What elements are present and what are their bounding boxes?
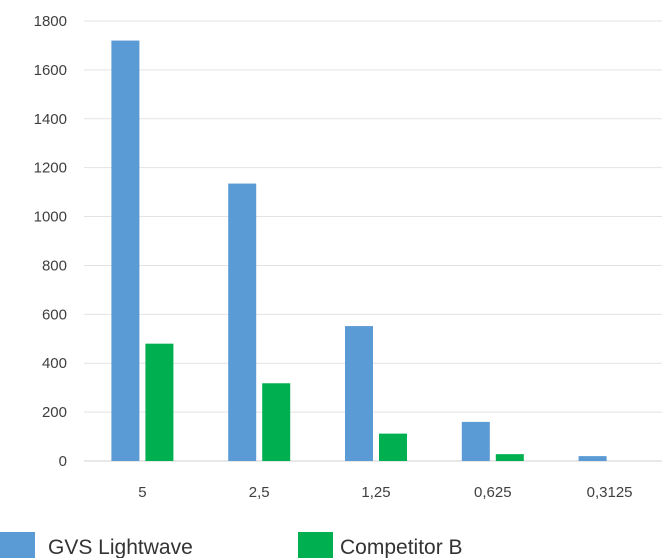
x-tick-label: 5 bbox=[138, 484, 146, 501]
bars bbox=[111, 40, 607, 462]
y-tick-label: 1600 bbox=[34, 62, 67, 79]
legend-label: GVS Lightwave bbox=[48, 536, 193, 558]
bar-series-1 bbox=[228, 183, 257, 462]
x-tick-label: 0,625 bbox=[474, 484, 512, 501]
y-tick-label: 1400 bbox=[34, 111, 67, 128]
legend-label: Competitor B bbox=[340, 536, 463, 558]
y-tick-label: 1200 bbox=[34, 160, 67, 177]
bar-series-2 bbox=[262, 383, 291, 461]
y-tick-label: 1800 bbox=[34, 13, 67, 30]
bar-series-1 bbox=[578, 456, 607, 461]
y-tick-label: 1000 bbox=[34, 209, 67, 226]
bar-series-2 bbox=[495, 454, 524, 461]
legend-swatch bbox=[0, 532, 35, 558]
y-axis-tick-labels: 0 200 400 600 800 1000 1200 1400 1600 1800 bbox=[34, 13, 67, 470]
y-tick-label: 400 bbox=[42, 355, 67, 372]
y-tick-label: 600 bbox=[42, 306, 67, 323]
legend-swatch bbox=[298, 532, 333, 558]
y-tick-label: 0 bbox=[59, 453, 67, 470]
bar-series-1 bbox=[461, 421, 490, 461]
x-axis-tick-labels: 5 2,5 1,25 0,625 0,3125 bbox=[138, 484, 632, 501]
legend: GVS Lightwave Competitor B bbox=[0, 532, 463, 558]
bar-series-1 bbox=[345, 326, 373, 461]
x-tick-label: 0,3125 bbox=[587, 484, 633, 501]
x-tick-label: 1,25 bbox=[361, 484, 390, 501]
bar-series-2 bbox=[145, 343, 174, 461]
gridlines bbox=[84, 20, 662, 462]
bar-series-1 bbox=[111, 40, 140, 462]
y-tick-label: 800 bbox=[42, 257, 67, 274]
y-tick-label: 200 bbox=[42, 404, 67, 421]
x-tick-label: 2,5 bbox=[249, 484, 270, 501]
bar-series-2 bbox=[379, 433, 407, 461]
